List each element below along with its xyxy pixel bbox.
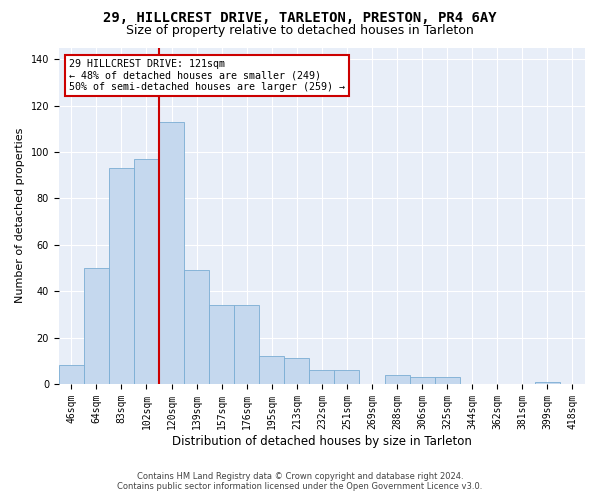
Bar [385,374,410,384]
Bar [234,305,259,384]
Bar [410,377,434,384]
Bar [59,366,84,384]
Bar [334,370,359,384]
Bar [284,358,310,384]
Bar [134,159,159,384]
Bar [310,370,334,384]
Text: Size of property relative to detached houses in Tarleton: Size of property relative to detached ho… [126,24,474,37]
Bar [259,356,284,384]
Bar [159,122,184,384]
Bar [84,268,109,384]
Bar [209,305,234,384]
Text: 29, HILLCREST DRIVE, TARLETON, PRESTON, PR4 6AY: 29, HILLCREST DRIVE, TARLETON, PRESTON, … [103,11,497,25]
Bar [434,377,460,384]
Y-axis label: Number of detached properties: Number of detached properties [15,128,25,304]
Text: 29 HILLCREST DRIVE: 121sqm
← 48% of detached houses are smaller (249)
50% of sem: 29 HILLCREST DRIVE: 121sqm ← 48% of deta… [70,60,346,92]
Bar [109,168,134,384]
Bar [184,270,209,384]
Bar [535,382,560,384]
Text: Contains HM Land Registry data © Crown copyright and database right 2024.
Contai: Contains HM Land Registry data © Crown c… [118,472,482,491]
X-axis label: Distribution of detached houses by size in Tarleton: Distribution of detached houses by size … [172,434,472,448]
